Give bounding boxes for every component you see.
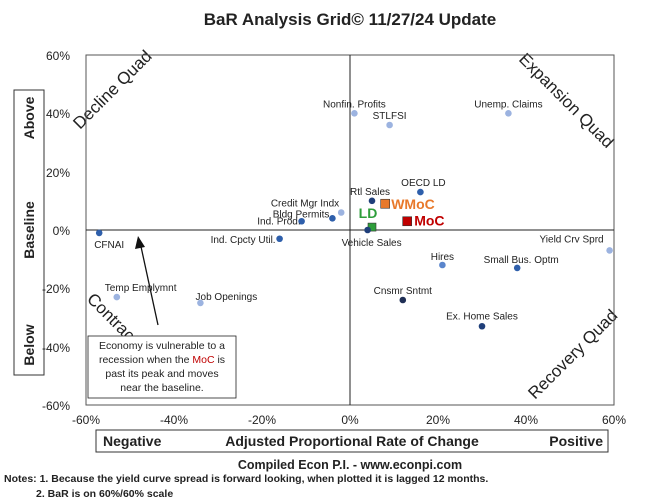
y-label-above: Above <box>21 96 37 139</box>
x-tick: -60% <box>72 413 100 427</box>
point-ind-cpcty-util <box>276 235 283 243</box>
annotation-line-3: past its peak and moves <box>105 368 218 380</box>
x-tick: -20% <box>248 413 276 427</box>
x-tick: 40% <box>514 413 538 427</box>
annotation-arrowhead <box>135 236 145 249</box>
point-ex-home-sales <box>478 322 486 330</box>
x-label-positive: Positive <box>549 433 603 449</box>
point-job-openings <box>197 299 204 307</box>
point-ind-prod <box>298 217 305 225</box>
point-label-job-openings: Job Openings <box>196 292 258 303</box>
y-label-below: Below <box>21 324 37 365</box>
notes-line-2: 2. BaR is on 60%/60% scale <box>36 488 174 500</box>
annotation-line-4: near the baseline. <box>120 382 203 394</box>
point-label-stlfsi: STLFSI <box>373 111 407 122</box>
bar-analysis-chart: BaR Analysis Grid© 11/27/24 Update Decli… <box>13 10 627 472</box>
point-label-wmoc: WMoC <box>391 196 435 212</box>
x-tick: 60% <box>602 413 626 427</box>
point-wmoc <box>380 198 391 209</box>
annotation-line-2: recession when the MoC is <box>99 354 225 366</box>
point-label-credit-mgr-indx: Credit Mgr Indx <box>271 199 339 210</box>
notes-line-1: Notes: 1. Because the yield curve spread… <box>4 473 489 485</box>
point-label-bldg-permits: Bldg Permits <box>273 209 330 220</box>
point-label-temp-emplymnt: Temp Emplymnt <box>105 283 177 294</box>
point-stlfsi <box>386 121 393 129</box>
point-temp-emplymnt <box>113 293 121 301</box>
point-label-ex-home-sales: Ex. Home Sales <box>446 311 518 322</box>
point-label-cfnai: CFNAI <box>94 240 124 251</box>
point-hires <box>439 261 446 269</box>
x-axis-title: Adjusted Proportional Rate of Change <box>225 433 479 449</box>
point-yield-crv-sprd <box>606 247 613 254</box>
x-tick: 0% <box>341 413 359 427</box>
y-tick: 20% <box>46 166 70 180</box>
annotation-moc: MoC <box>192 354 215 366</box>
point-unemp-claims <box>505 110 512 117</box>
x-tick: 20% <box>426 413 450 427</box>
point-cfnai <box>95 229 103 237</box>
point-moc <box>402 216 413 227</box>
annotation-arrow <box>139 241 159 326</box>
y-tick: -20% <box>42 282 70 296</box>
annotation-box <box>87 335 237 399</box>
point-cnsmr-sntmt <box>399 296 407 304</box>
x-label-box <box>95 429 609 453</box>
point-bldg-permits <box>329 215 336 222</box>
point-rtl-sales <box>368 197 376 205</box>
x-tick: -40% <box>160 413 188 427</box>
point-credit-mgr-indx <box>337 209 345 216</box>
point-label-hires: Hires <box>431 252 454 263</box>
y-tick: -40% <box>42 341 70 355</box>
point-nonfin-profits <box>351 110 358 117</box>
y-tick: 0% <box>53 224 71 238</box>
annotation-line-1: Economy is vulnerable to a <box>99 340 225 352</box>
point-label-cnsmr-sntmt: Cnsmr Sntmt <box>374 286 433 297</box>
y-label-box <box>13 89 45 376</box>
y-tick: 60% <box>46 49 70 63</box>
point-label-unemp-claims: Unemp. Claims <box>474 99 542 110</box>
y-tick: 40% <box>46 107 70 121</box>
point-label-moc: MoC <box>414 212 444 228</box>
point-small-bus-optm <box>513 264 521 272</box>
point-label-rtl-sales: Rtl Sales <box>350 187 390 198</box>
annotation-line-2-pre: recession when the <box>99 354 192 366</box>
point-label-small-bus-optm: Small Bus. Optm <box>484 255 559 266</box>
point-label-ind-prod: Ind. Prod. <box>257 216 300 227</box>
chart-title: BaR Analysis Grid© 11/27/24 Update <box>204 10 497 29</box>
point-oecd-ld <box>417 188 424 196</box>
y-label-baseline: Baseline <box>21 201 37 259</box>
point-label-nonfin-profits: Nonfin. Profits <box>323 99 386 110</box>
point-label-yield-crv-sprd: Yield Crv Sprd <box>539 234 603 245</box>
point-label-ind-cpcty-util: Ind. Cpcty Util. <box>211 235 276 246</box>
point-label-ld: LD <box>359 205 378 221</box>
point-label-vehicle-sales: Vehicle Sales <box>342 238 402 249</box>
point-label-oecd-ld: OECD LD <box>401 178 445 189</box>
point-vehicle-sales <box>364 226 371 234</box>
source-text: Compiled Econ P.I. - www.econpi.com <box>238 458 462 472</box>
y-tick: -60% <box>42 399 70 413</box>
x-label-negative: Negative <box>103 433 162 449</box>
annotation-line-2-post: is <box>215 354 226 366</box>
